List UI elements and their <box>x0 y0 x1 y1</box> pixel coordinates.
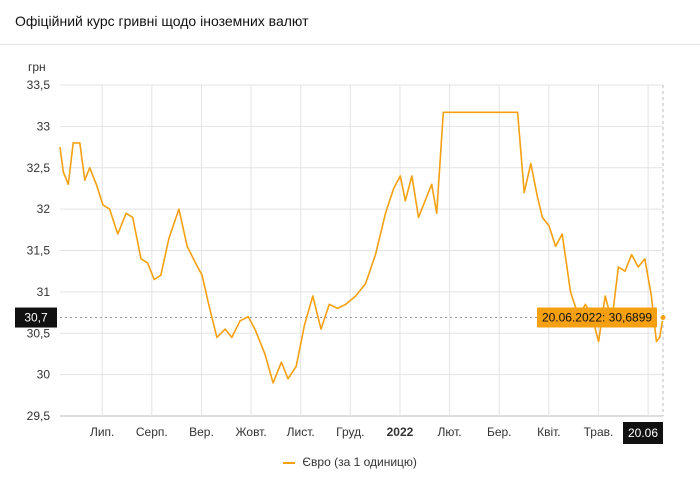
x-tick-label: 2022 <box>387 425 414 439</box>
y-tick-label: 32 <box>37 202 51 216</box>
y-tick-label: 32,5 <box>27 161 51 175</box>
crosshair-y-label: 30,7 <box>24 311 48 325</box>
y-tick-label: 29,5 <box>27 409 51 423</box>
y-tick-label: 30,5 <box>27 326 51 340</box>
x-tick-label: Лип. <box>90 425 114 439</box>
crosshair-x-marker <box>623 422 663 444</box>
tooltip-box <box>537 307 657 328</box>
x-tick-label: Лист. <box>287 425 315 439</box>
legend-swatch <box>283 461 296 464</box>
chart-title: Офіційний курс гривні щодо іноземних вал… <box>15 13 309 29</box>
y-axis-label: грн <box>28 60 46 74</box>
data-point-latest <box>659 314 667 322</box>
x-tick-label: Бер. <box>487 425 512 439</box>
line-chart: грн 29,5 30 30,5 31 31,5 32 32,5 33 33,5 Лип. Серп.… <box>15 60 667 444</box>
x-tick-label: Лют. <box>438 425 462 439</box>
y-tick-label: 33,5 <box>27 78 51 92</box>
x-tick-label: Квіт. <box>537 425 561 439</box>
legend-label: Євро (за 1 одиницю) <box>302 455 417 469</box>
y-tick-label: 33 <box>37 119 51 133</box>
y-tick-label: 30 <box>37 368 51 382</box>
x-tick-label: Жовт. <box>235 425 266 439</box>
crosshair-x-label: 20.06 <box>628 426 658 440</box>
tooltip-text: 20.06.2022: 30,6899 <box>542 311 652 325</box>
y-tick-label: 31,5 <box>27 244 51 258</box>
x-tick-label: Груд. <box>336 425 364 439</box>
x-tick-label: Серп. <box>136 425 168 439</box>
chart-header: Офіційний курс гривні щодо іноземних вал… <box>0 0 700 45</box>
crosshair-y-marker <box>15 307 57 328</box>
legend[interactable]: Євро (за 1 одиницю) <box>0 455 700 469</box>
series-line-euro <box>59 111 664 384</box>
y-tick-label: 31 <box>37 285 51 299</box>
x-tick-label: Вер. <box>189 425 214 439</box>
x-tick-label: Трав. <box>584 425 614 439</box>
